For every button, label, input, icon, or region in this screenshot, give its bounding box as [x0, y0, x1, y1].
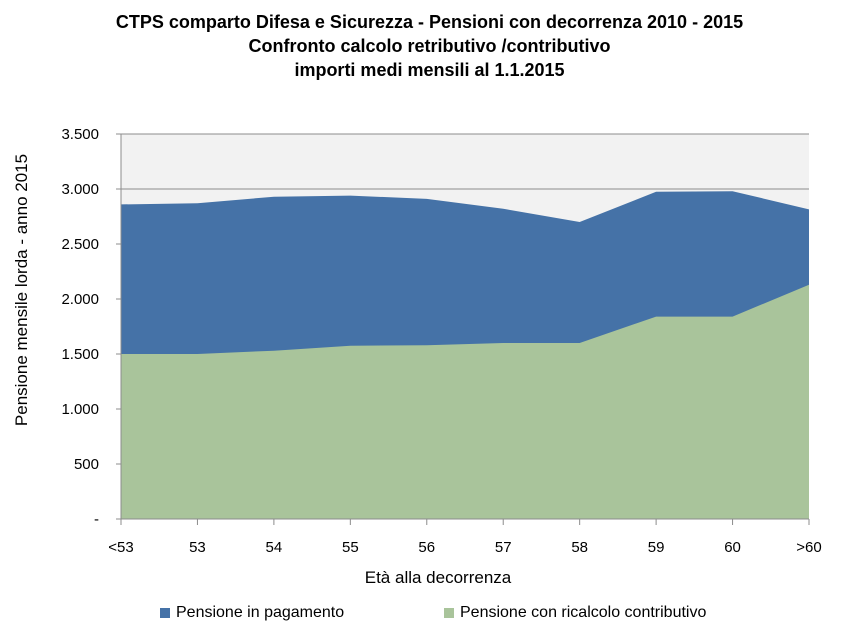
x-tick-label: >60 [796, 539, 821, 556]
legend-item-pensione-in-pagamento: Pensione in pagamento [160, 604, 344, 622]
x-tick-label: <53 [108, 539, 133, 556]
y-tick-label: 1.500 [61, 346, 99, 363]
x-tick-label: 55 [342, 539, 359, 556]
y-axis-label: Pensione mensile lorda - anno 2015 [12, 154, 31, 426]
y-tick-label: - [94, 511, 99, 528]
y-tick-label: 2.000 [61, 291, 99, 308]
legend-label: Pensione in pagamento [176, 604, 345, 621]
x-tick-label: 57 [495, 539, 512, 556]
x-tick-label: 59 [648, 539, 665, 556]
x-tick-label: 58 [571, 539, 588, 556]
x-tick-label: 60 [724, 539, 741, 556]
x-tick-label: 53 [189, 539, 206, 556]
x-tick-label: 56 [418, 539, 435, 556]
x-tick-label: 54 [266, 539, 283, 556]
x-axis-label: Età alla decorrenza [365, 568, 512, 587]
chart-title: CTPS comparto Difesa e Sicurezza - Pensi… [0, 10, 859, 82]
y-tick-label: 500 [74, 456, 99, 473]
legend-swatch [444, 608, 454, 618]
chart-title-line-2: Confronto calcolo retributivo /contribut… [248, 36, 611, 56]
legend-swatch [160, 608, 170, 618]
y-tick-label: 3.500 [61, 126, 99, 143]
legend-label: Pensione con ricalcolo contributivo [460, 604, 707, 621]
y-tick-label: 2.500 [61, 236, 99, 253]
chart-title-line-1: CTPS comparto Difesa e Sicurezza - Pensi… [115, 12, 744, 32]
chart-title-line-3: importi medi mensili al 1.1.2015 [294, 60, 565, 80]
area-series-1 [121, 284, 809, 519]
y-tick-label: 3.000 [61, 181, 99, 198]
y-tick-label: 1.000 [61, 401, 99, 418]
legend-item-pensione-con-ricalcolo: Pensione con ricalcolo contributivo [444, 604, 706, 622]
